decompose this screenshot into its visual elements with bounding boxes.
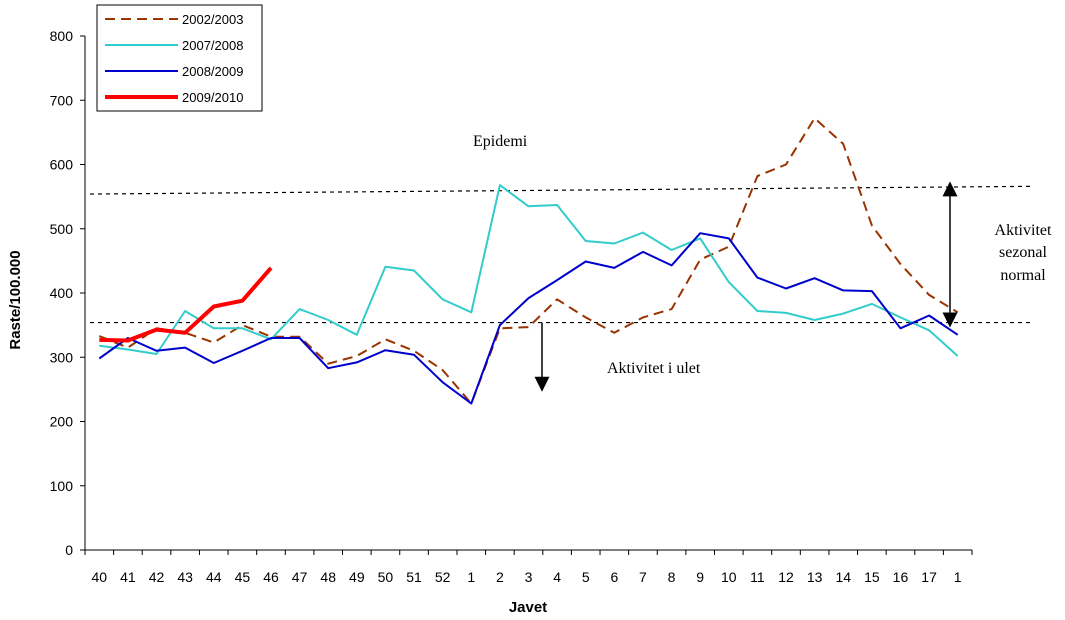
x-tick-label: 2 <box>496 569 504 585</box>
x-tick-label: 42 <box>149 569 165 585</box>
series-group <box>98 117 959 405</box>
series-line-2007-2008 <box>99 184 959 357</box>
annotations: Epidemi Aktivitet i ulet Aktivitet sezonal n… <box>473 133 1052 392</box>
x-tick-label: 50 <box>378 569 394 585</box>
x-tick-label: 49 <box>349 569 365 585</box>
x-tick-label: 1 <box>467 569 475 585</box>
legend-label: 2002/2003 <box>182 12 243 27</box>
x-tick-label: 8 <box>668 569 676 585</box>
epidemic-threshold-line <box>89 185 1031 195</box>
legend-box <box>96 4 263 112</box>
x-tick-label: 17 <box>921 569 937 585</box>
legend-label: 2008/2009 <box>182 64 243 79</box>
x-tick-label: 9 <box>696 569 704 585</box>
x-tick-label: 45 <box>235 569 251 585</box>
annotation-seasonal-line2: sezonal <box>999 244 1048 261</box>
legend-label: 2009/2010 <box>182 90 243 105</box>
x-tick-label: 41 <box>120 569 136 585</box>
y-tick-label: 100 <box>50 478 74 494</box>
x-tick-label: 46 <box>263 569 279 585</box>
legend-label: 2007/2008 <box>182 38 243 53</box>
x-tick-label: 3 <box>525 569 533 585</box>
x-tick-label: 13 <box>807 569 823 585</box>
x-axis-title: Javet <box>509 599 547 616</box>
x-tick-label: 5 <box>582 569 590 585</box>
x-tick-label: 10 <box>721 569 737 585</box>
y-tick-label: 200 <box>50 414 74 430</box>
y-tick-label: 0 <box>65 542 73 558</box>
annotation-epidemi: Epidemi <box>473 133 528 150</box>
x-tick-label: 4 <box>553 569 561 585</box>
x-tick-label: 14 <box>835 569 851 585</box>
x-tick-label: 47 <box>292 569 308 585</box>
series-line-2002-2003 <box>98 117 959 405</box>
annotation-seasonal-line3: normal <box>1000 267 1046 284</box>
x-tick-label: 11 <box>750 569 765 585</box>
series-line-2008-2009 <box>98 232 959 405</box>
y-tick-label: 700 <box>50 92 74 108</box>
y-tick-label: 600 <box>50 157 74 173</box>
x-tick-label: 48 <box>320 569 336 585</box>
x-tick-label: 51 <box>406 569 422 585</box>
annotation-seasonal-line1: Aktivitet <box>995 222 1052 239</box>
y-axis-title: Raste/100.000 <box>7 250 24 349</box>
x-tick-label: 12 <box>778 569 794 585</box>
series-line-2009-2010 <box>99 266 273 343</box>
y-tick-label: 300 <box>50 349 74 365</box>
x-tick-label: 52 <box>435 569 451 585</box>
x-tick-label: 16 <box>893 569 909 585</box>
y-tick-label: 500 <box>50 221 74 237</box>
x-tick-label: 40 <box>92 569 108 585</box>
y-tick-label: 800 <box>50 28 74 44</box>
annotation-aktivitet-i-ulet: Aktivitet i ulet <box>607 360 701 377</box>
x-tick-label: 6 <box>610 569 618 585</box>
x-tick-label: 15 <box>864 569 880 585</box>
x-tick-label: 44 <box>206 569 222 585</box>
x-tick-label: 1 <box>954 569 962 585</box>
y-tick-label: 400 <box>50 285 74 301</box>
x-tick-label: 7 <box>639 569 647 585</box>
x-tick-label: 43 <box>177 569 193 585</box>
legend: 2002/2003 2007/2008 2008/2009 2009/2010 <box>96 4 263 112</box>
